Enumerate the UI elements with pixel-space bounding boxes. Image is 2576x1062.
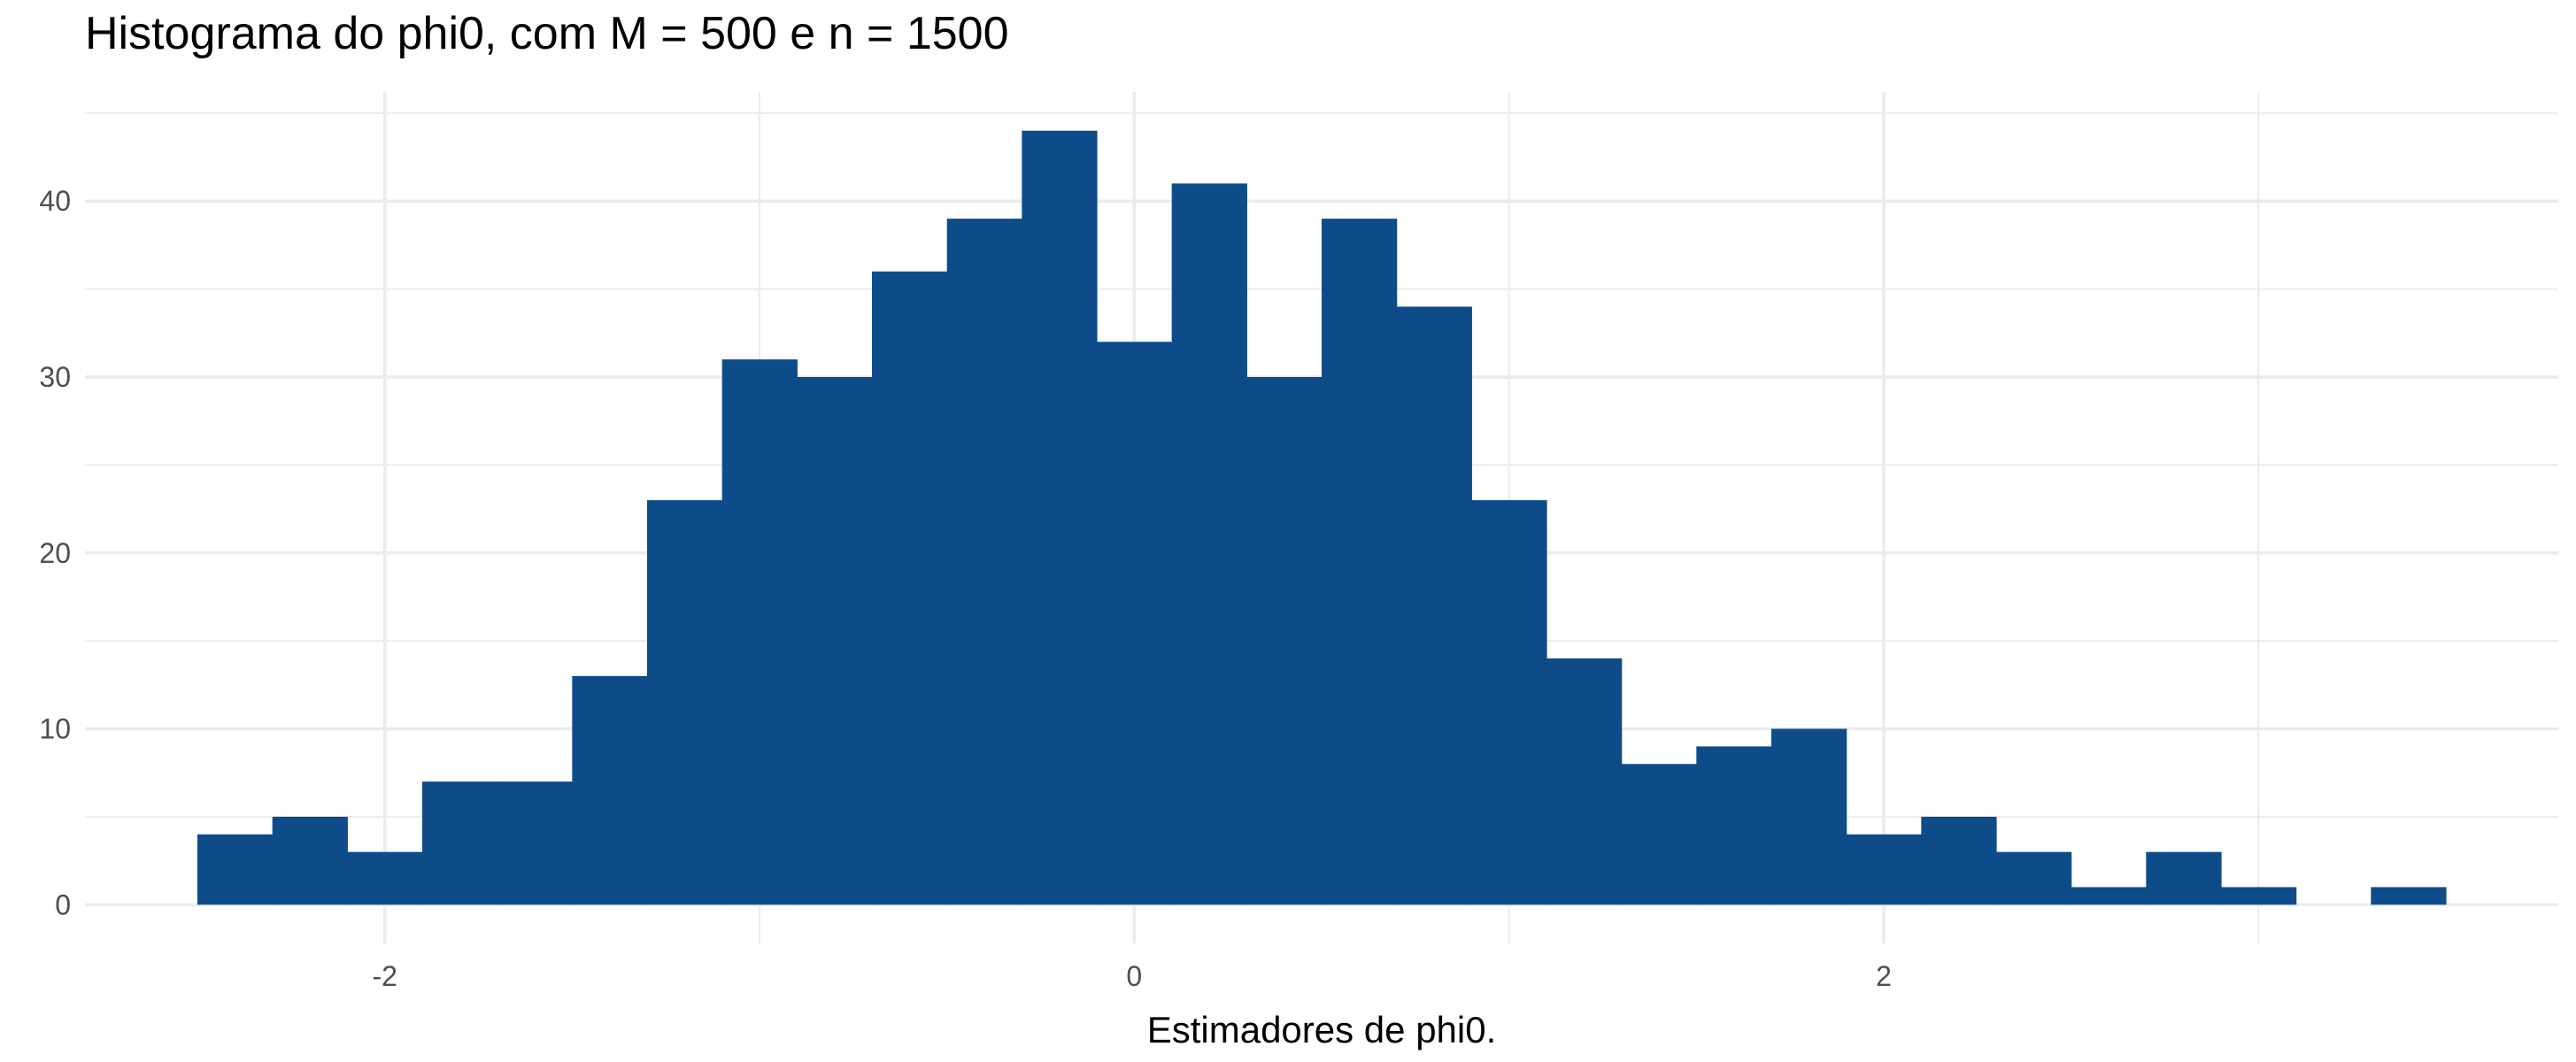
histogram-bar: [1846, 834, 1922, 905]
histogram-bar: [2146, 851, 2222, 905]
histogram-bar: [1471, 500, 1547, 905]
y-tick-label: 40: [39, 185, 71, 217]
histogram-bar: [347, 851, 423, 905]
histogram-bar: [1246, 376, 1323, 905]
histogram-bar: [1322, 219, 1398, 905]
histogram-bar: [2071, 887, 2147, 905]
histogram-bar: [572, 675, 648, 905]
histogram-bar: [1771, 728, 1847, 905]
histogram-bar: [1097, 342, 1173, 905]
x-tick-label: 2: [1876, 960, 1892, 992]
histogram-bar: [1022, 130, 1098, 905]
histogram-bar: [2221, 887, 2297, 905]
histogram-bar: [872, 271, 948, 905]
y-tick-label: 0: [55, 889, 71, 920]
histogram-bar: [1996, 851, 2072, 905]
histogram-bar: [946, 219, 1022, 905]
y-tick-label: 20: [39, 537, 71, 569]
chart-title: Histograma do phi0, com M = 500 e n = 15…: [85, 8, 1009, 59]
histogram-bar: [1621, 764, 1697, 905]
histogram-bar: [1396, 306, 1472, 905]
x-tick-label: -2: [372, 960, 397, 992]
y-tick-label: 30: [39, 361, 71, 393]
histogram-bar: [272, 816, 348, 905]
histogram-bar: [1546, 658, 1623, 905]
histogram-bar: [721, 359, 798, 905]
histogram-bars: [197, 130, 2447, 905]
histogram-bar: [797, 376, 873, 905]
x-axis-title: Estimadores de phi0.: [1147, 1009, 1497, 1050]
histogram-bar: [1696, 746, 1772, 905]
histogram-bar: [2371, 887, 2447, 905]
y-axis-ticks: 0 10 20 30 40: [39, 185, 71, 920]
histogram-bar: [497, 781, 573, 905]
x-tick-label: 0: [1126, 960, 1142, 992]
histogram-bar: [197, 834, 274, 905]
histogram-bar: [1921, 816, 1997, 905]
y-tick-label: 10: [39, 713, 71, 745]
histogram-bar: [1171, 183, 1247, 905]
x-axis-ticks: -2 0 2: [372, 960, 1891, 992]
histogram-bar: [422, 781, 498, 905]
histogram-bar: [647, 500, 723, 905]
